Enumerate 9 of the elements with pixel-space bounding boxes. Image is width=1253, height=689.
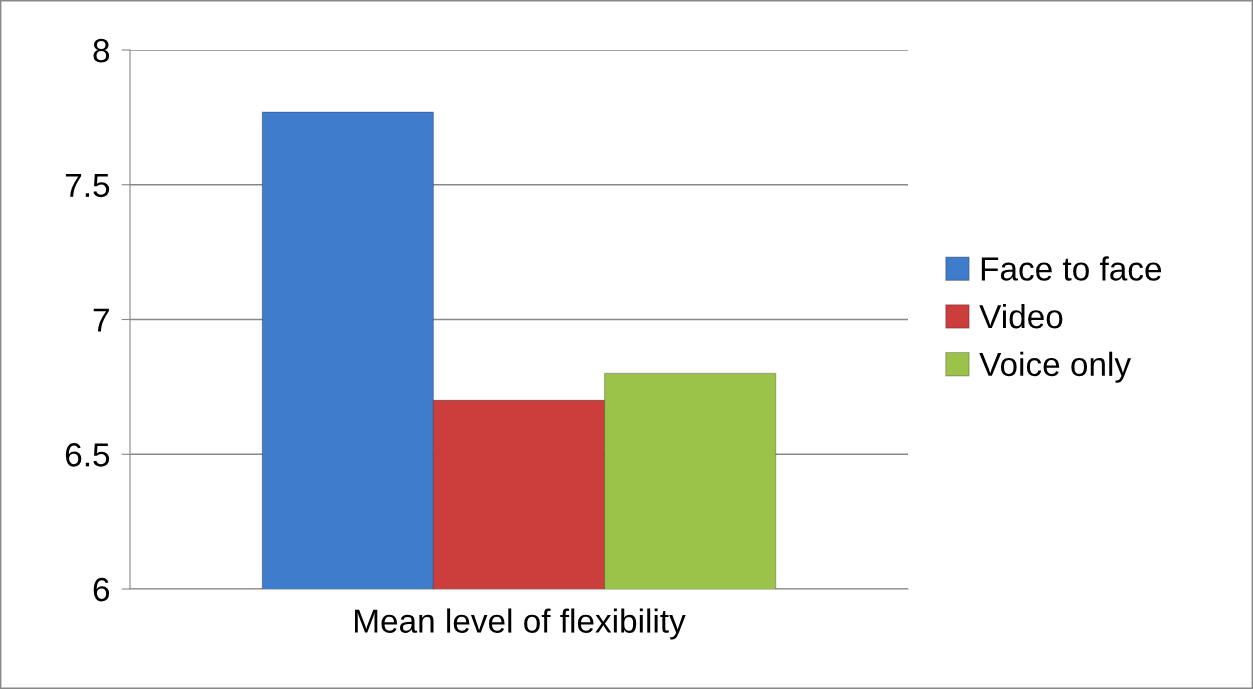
y-tick-label: 8 <box>93 38 110 63</box>
legend-label: Video <box>979 303 1063 329</box>
y-tick-label: 7 <box>93 308 109 332</box>
legend-label: Face to face <box>981 256 1162 281</box>
x-tick-label: Mean level of flexibility <box>355 608 686 640</box>
y-tick-label: 6 <box>93 577 110 602</box>
legend-label: Voice only <box>979 351 1132 383</box>
y-tick-label: 7.5 <box>65 173 110 198</box>
y-tick-label: 6.5 <box>65 443 110 467</box>
